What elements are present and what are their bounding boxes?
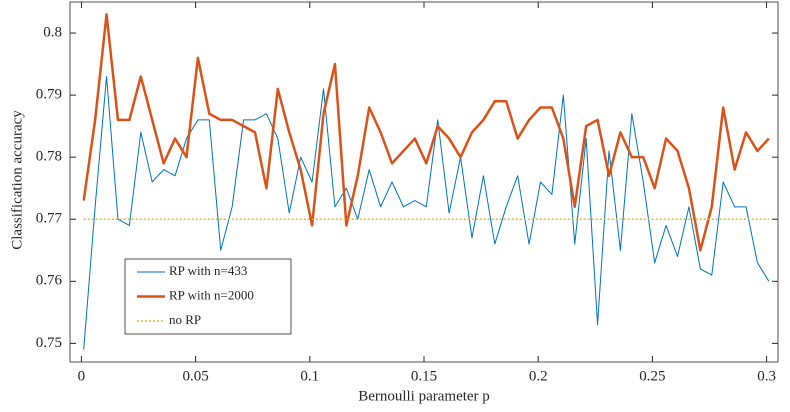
x-axis-label: Bernoulli parameter p [358,388,490,404]
y-tick-label: 0.75 [36,335,62,351]
y-tick-label: 0.79 [36,87,62,103]
legend-label: RP with n=433 [169,263,247,278]
x-tick-label: 0.1 [300,368,319,384]
y-tick-label: 0.76 [36,273,63,289]
legend-label: no RP [169,312,201,327]
y-axis-label: Classification accuracy [9,110,25,250]
y-tick-label: 0.77 [36,211,63,227]
x-tick-label: 0.2 [529,368,548,384]
legend: RP with n=433 RP with n=2000 no RP [124,258,292,335]
x-tick-label: 0.25 [639,368,665,384]
legend-label: RP with n=2000 [169,287,254,302]
y-tick-label: 0.8 [43,24,62,40]
x-tick-label: 0.05 [182,368,208,384]
series-line [83,75,770,350]
x-tick-label: 0.3 [757,368,776,384]
x-tick-label: 0 [78,368,86,384]
y-tick-label: 0.78 [36,149,62,165]
series-line [82,13,770,252]
x-tick-label: 0.15 [411,368,437,384]
